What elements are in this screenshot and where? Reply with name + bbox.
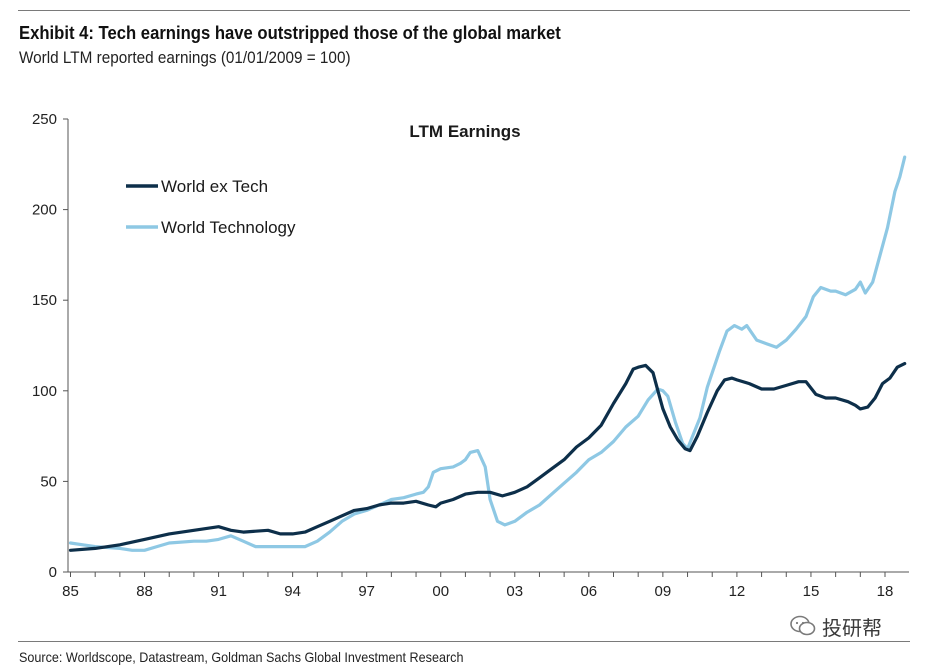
y-tick-label: 150 bbox=[32, 292, 57, 309]
x-tick-label: 88 bbox=[136, 583, 153, 600]
y-tick-label: 0 bbox=[49, 564, 57, 581]
wechat-icon bbox=[790, 615, 816, 636]
axes: 0 50 100 150 200 250 85 88 91 94 97 00 03 06 09 12 15 18 bbox=[32, 111, 909, 600]
series-layer bbox=[68, 155, 907, 552]
x-tick-label: 97 bbox=[358, 583, 375, 600]
x-tick-label: 85 bbox=[62, 583, 79, 600]
y-tick-label: 200 bbox=[32, 202, 57, 219]
bottom-rule bbox=[18, 641, 910, 642]
chart-title: LTM Earnings bbox=[409, 122, 520, 141]
source-note: Source: Worldscope, Datastream, Goldman … bbox=[19, 649, 464, 665]
x-tick-label: 91 bbox=[210, 583, 227, 600]
watermark-text: 投研帮 bbox=[822, 615, 882, 640]
x-tick-label: 06 bbox=[580, 583, 597, 600]
exhibit-title: Exhibit 4: Tech earnings have outstrippe… bbox=[19, 22, 561, 43]
x-tick-label: 15 bbox=[803, 583, 820, 600]
watermark: 投研帮 bbox=[790, 612, 882, 640]
y-tick-label: 250 bbox=[32, 111, 57, 128]
legend-label-world-ex-tech: World ex Tech bbox=[161, 177, 268, 196]
x-tick-label: 12 bbox=[729, 583, 746, 600]
top-rule bbox=[18, 10, 910, 11]
series-line-world-ex-tech bbox=[68, 362, 907, 552]
x-tick-label: 94 bbox=[284, 583, 301, 600]
y-tick-label: 50 bbox=[40, 473, 57, 490]
series-line-world-technology bbox=[68, 155, 907, 552]
legend-label-world-technology: World Technology bbox=[161, 218, 296, 237]
x-tick-label: 03 bbox=[506, 583, 523, 600]
exhibit-subtitle: World LTM reported earnings (01/01/2009 … bbox=[19, 48, 351, 67]
x-tick-label: 00 bbox=[432, 583, 449, 600]
legend: World ex Tech World Technology bbox=[126, 177, 296, 237]
x-tick-label: 09 bbox=[655, 583, 672, 600]
y-tick-label: 100 bbox=[32, 383, 57, 400]
x-tick-label: 18 bbox=[877, 583, 894, 600]
